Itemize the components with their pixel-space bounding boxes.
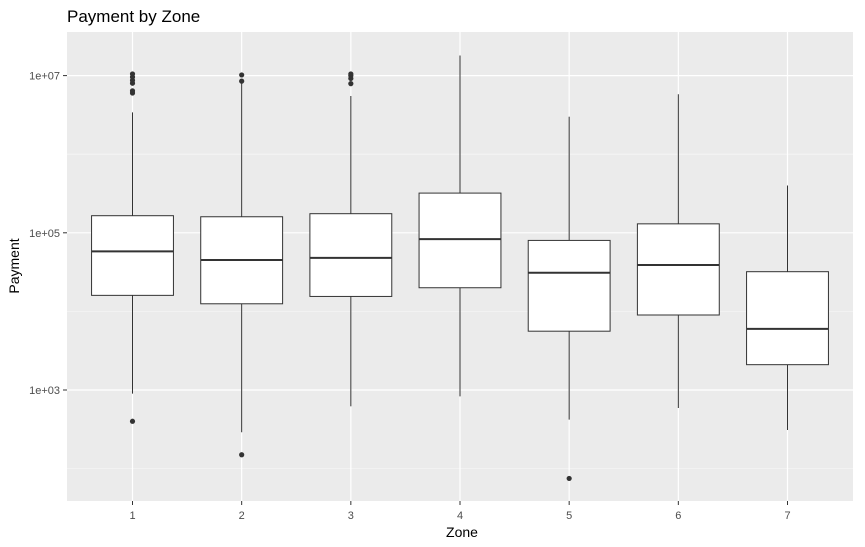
outlier-point [348, 71, 354, 77]
x-axis-title: Zone [446, 524, 478, 540]
iqr-box [418, 192, 502, 289]
y-axis: 1e+03 1e+05 1e+07 [29, 71, 67, 397]
box-zone-7 [746, 185, 829, 430]
box-zone-5 [527, 116, 611, 482]
outlier-point [129, 71, 136, 77]
x-tick-label: 5 [566, 510, 572, 522]
x-tick-label: 7 [784, 510, 790, 522]
chart-title: Payment by Zone [67, 7, 200, 26]
iqr-box [309, 213, 393, 297]
boxes-layer [91, 55, 829, 482]
iqr-box [527, 239, 611, 332]
outlier-point [129, 418, 136, 424]
iqr-box [746, 271, 829, 366]
y-tick-label: 1e+05 [29, 228, 60, 240]
outlier-point [566, 475, 572, 482]
x-axis: 1 2 3 4 5 6 7 [129, 501, 791, 522]
box-zone-4 [418, 55, 502, 397]
box-zone-1 [91, 71, 174, 424]
x-tick-label: 6 [675, 510, 681, 522]
y-tick-label: 1e+03 [29, 385, 60, 397]
box-zone-3 [309, 71, 393, 407]
y-axis-title: Payment [6, 238, 22, 293]
x-tick-label: 2 [239, 510, 245, 522]
box-zone-6 [636, 94, 720, 409]
x-tick-label: 4 [457, 510, 463, 522]
iqr-box [636, 223, 720, 316]
x-tick-label: 3 [348, 510, 354, 522]
outlier-point [239, 72, 245, 78]
box-zone-2 [200, 72, 284, 458]
iqr-box [91, 215, 174, 296]
x-tick-label: 1 [129, 510, 135, 522]
outlier-point [239, 452, 245, 458]
outlier-point [348, 81, 354, 87]
y-tick-label: 1e+07 [29, 71, 60, 83]
outlier-point [239, 78, 245, 84]
outlier-point [129, 88, 136, 94]
